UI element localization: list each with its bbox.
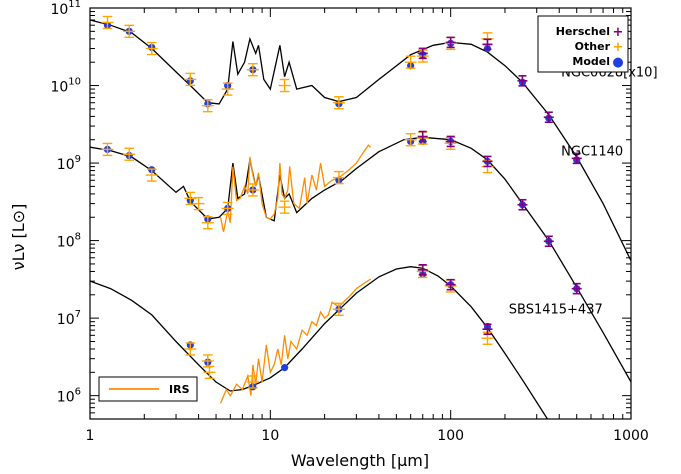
other-point: [184, 72, 197, 87]
herschel-point: [517, 198, 528, 211]
herschel-point: [445, 36, 456, 49]
legend-box: [537, 15, 629, 73]
legend-marker: +: [613, 40, 624, 55]
legend-label: Model: [572, 55, 610, 68]
y-tick-label: 106: [57, 387, 81, 406]
herschel-point: [417, 264, 428, 276]
other-point: [278, 200, 291, 214]
data-points: [101, 15, 582, 391]
legend-irs: IRS: [98, 376, 198, 402]
other-point: [184, 342, 197, 356]
herschel-point: [482, 38, 493, 51]
other-point: [201, 98, 214, 113]
model-curves: [90, 19, 631, 419]
other-point: [332, 302, 345, 316]
x-tick-label: 1: [86, 428, 95, 444]
other-point: [332, 96, 345, 110]
irs-curve-2: [219, 278, 372, 404]
x-tick-label: 10: [261, 428, 279, 444]
axes-box: [89, 7, 632, 420]
other-point: [404, 133, 417, 147]
y-axis-title: νLν [L⊙]: [9, 204, 28, 271]
other-point: [246, 63, 259, 77]
other-point: [203, 365, 216, 380]
plot-frame: [89, 7, 632, 420]
other-point: [184, 191, 197, 206]
galaxy-label-2: SBS1415+437: [509, 302, 603, 317]
herschel-point: [543, 235, 554, 248]
legend-label: Herschel: [556, 25, 610, 38]
model-curve-2: [90, 266, 549, 419]
x-tick-label: 100: [437, 428, 464, 444]
other-point: [101, 142, 114, 157]
irs-spectra: [219, 144, 372, 404]
x-tick-label: 1000: [613, 428, 649, 444]
other-point: [201, 216, 214, 230]
herschel-point: [543, 111, 554, 124]
legend-marker: ●: [612, 55, 623, 70]
y-tick-label: 108: [57, 232, 81, 251]
herschel-point: [517, 75, 528, 87]
other-point: [332, 170, 345, 185]
other-point: [145, 168, 158, 182]
other-point: [123, 24, 136, 39]
model-curve-1: [90, 136, 631, 383]
other-point: [101, 15, 114, 30]
herschel-point: [571, 152, 582, 165]
y-tick-label: 109: [57, 154, 81, 173]
herschel-point: [445, 135, 456, 148]
other-point: [145, 41, 158, 56]
other-point: [221, 82, 234, 96]
herschel-point: [417, 130, 428, 143]
herschel-point: [417, 47, 428, 60]
x-axis-title: Wavelength [μm]: [291, 451, 429, 470]
other-point: [404, 55, 417, 69]
irs-legend-label: IRS: [169, 383, 190, 396]
y-tick-label: 107: [57, 309, 81, 328]
galaxy-label-1: NGC1140: [561, 145, 623, 160]
herschel-point: [571, 282, 582, 295]
other-point: [201, 354, 214, 368]
legend-top-right: Herschel +Other +Model ●: [537, 15, 629, 73]
other-point: [221, 201, 234, 216]
other-point: [123, 147, 136, 161]
y-tick-label: 1010: [50, 77, 81, 96]
other-point: [192, 196, 205, 211]
herschel-point: [482, 155, 493, 168]
herschel-point: [482, 323, 493, 335]
other-point: [246, 183, 259, 197]
herschel-point: [445, 278, 456, 291]
other-point: [246, 375, 259, 389]
legend-marker: +: [613, 25, 624, 40]
model-point: [281, 364, 289, 372]
legend-label: Other: [575, 40, 611, 53]
other-point: [278, 78, 291, 93]
y-tick-label: 1011: [50, 0, 81, 18]
irs-curve-1: [219, 144, 372, 232]
